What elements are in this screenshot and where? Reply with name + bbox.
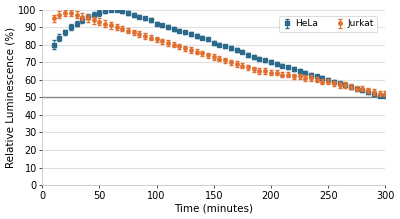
Legend: HeLa, Jurkat: HeLa, Jurkat <box>279 16 377 32</box>
X-axis label: Time (minutes): Time (minutes) <box>174 203 253 214</box>
Y-axis label: Relative Luminescence (%): Relative Luminescence (%) <box>6 27 16 168</box>
